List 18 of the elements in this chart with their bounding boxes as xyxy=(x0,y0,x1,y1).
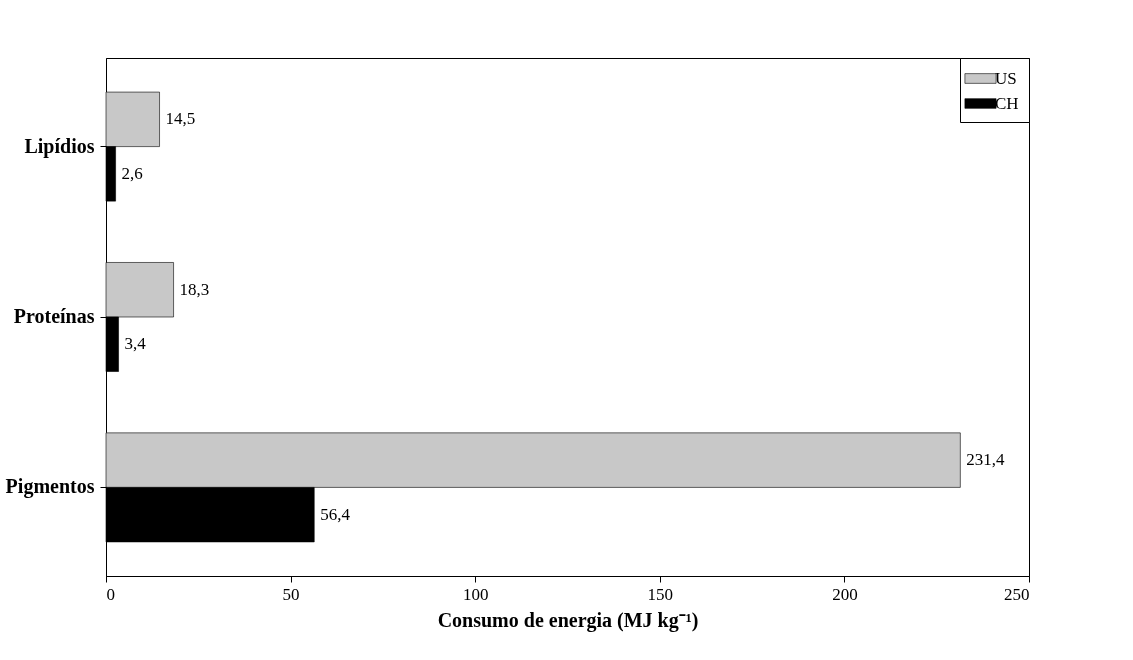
x-tick-label: 50 xyxy=(282,584,300,604)
x-tick-label: 150 xyxy=(647,584,674,604)
legend-label: US xyxy=(995,68,1017,88)
x-axis-title: Consumo de energia (MJ kg⁻¹) xyxy=(437,608,699,632)
y-tick-label: Lipídios xyxy=(24,134,95,158)
data-label: 231,4 xyxy=(966,450,1006,470)
x-tick-label: 0 xyxy=(106,584,115,604)
y-tick-label: Proteínas xyxy=(13,305,95,327)
x-tick-label: 200 xyxy=(832,584,858,604)
data-label: 2,6 xyxy=(121,163,143,183)
data-label: 18,3 xyxy=(179,279,210,299)
y-tick-label: Pigmentos xyxy=(5,475,95,499)
legend-label: CH xyxy=(995,93,1019,113)
x-tick-label: 250 xyxy=(1004,584,1030,604)
data-label: 3,4 xyxy=(124,334,147,354)
data-label: 14,5 xyxy=(165,109,196,129)
x-tick-label: 100 xyxy=(462,584,489,604)
data-label: 56,4 xyxy=(320,504,351,524)
